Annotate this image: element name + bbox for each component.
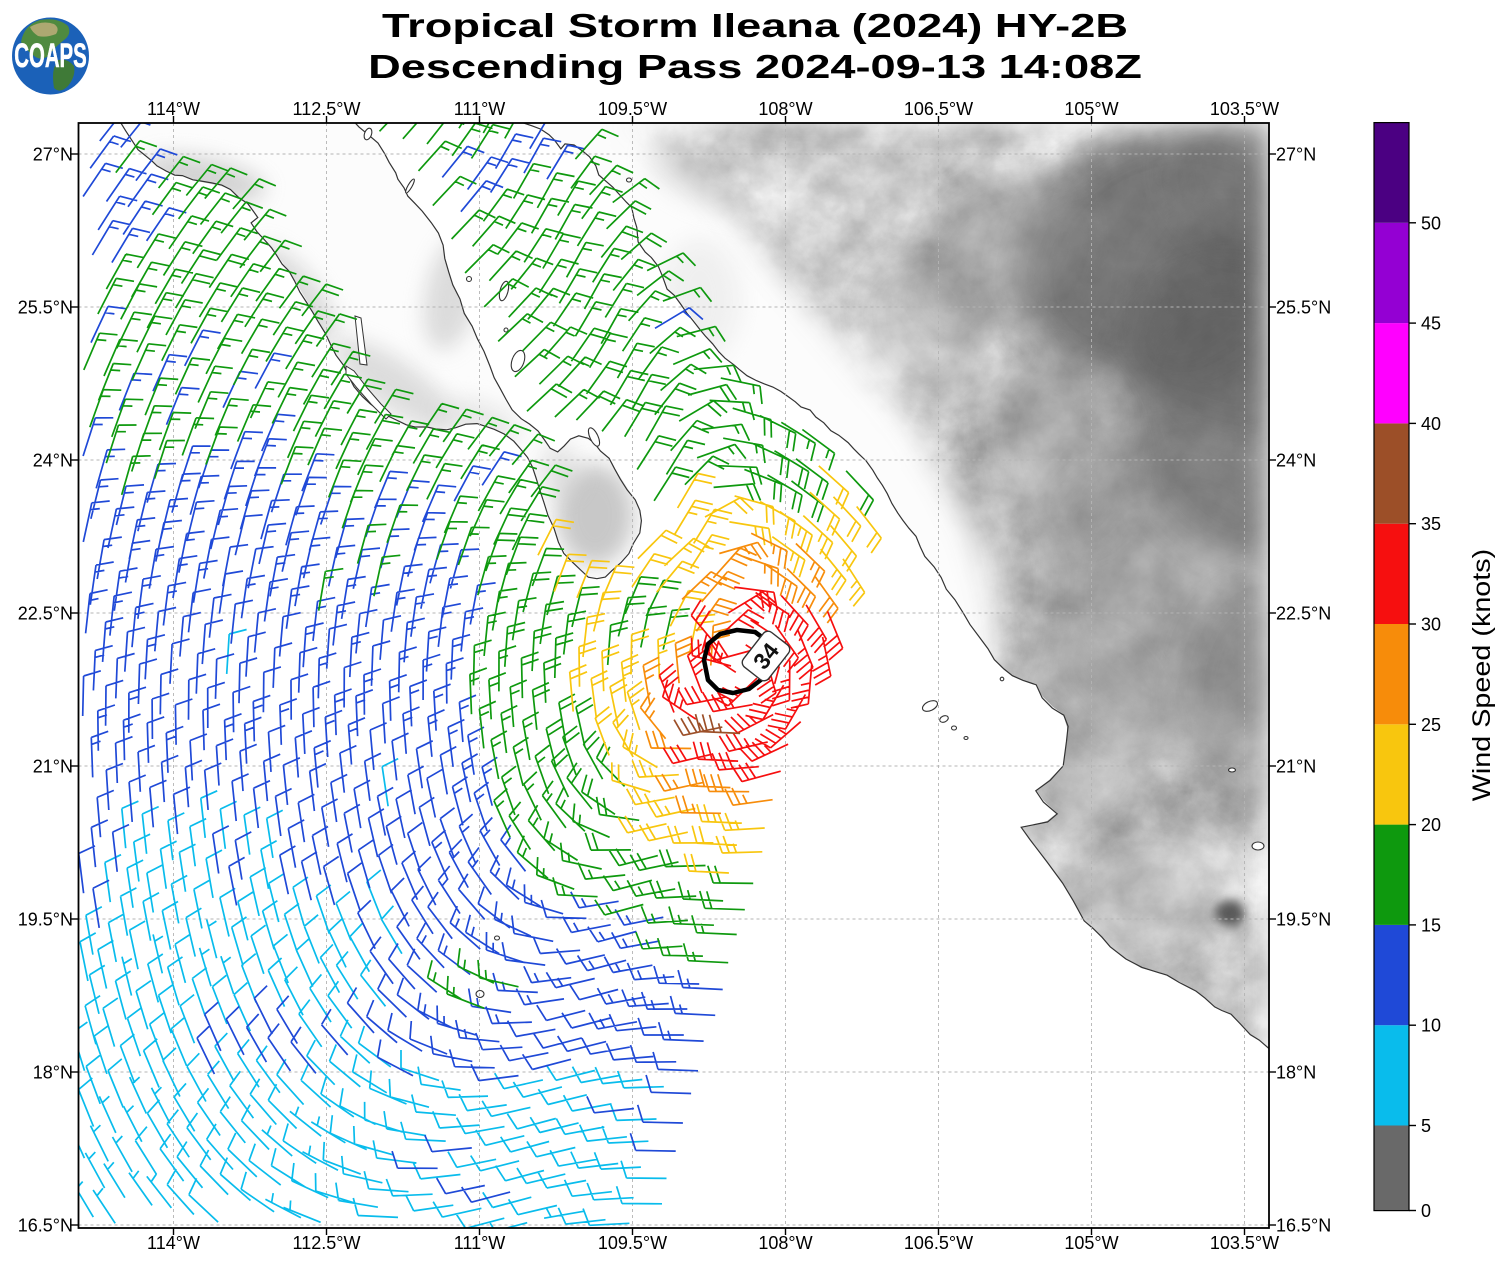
svg-text:112.5°W: 112.5°W	[293, 99, 361, 119]
svg-text:108°W: 108°W	[758, 1233, 812, 1253]
svg-text:106.5°W: 106.5°W	[904, 99, 973, 119]
svg-text:108°W: 108°W	[758, 99, 812, 119]
svg-text:27°N: 27°N	[1276, 145, 1316, 165]
svg-text:22.5°N: 22.5°N	[18, 604, 73, 624]
svg-text:109.5°W: 109.5°W	[598, 1233, 667, 1253]
svg-text:21°N: 21°N	[1276, 757, 1316, 777]
svg-text:5: 5	[1421, 1116, 1431, 1136]
svg-text:25.5°N: 25.5°N	[1276, 298, 1331, 318]
svg-text:109.5°W: 109.5°W	[598, 99, 667, 119]
svg-text:Tropical Storm Ileana (2024) H: Tropical Storm Ileana (2024) HY-2B	[382, 8, 1128, 45]
svg-text:21°N: 21°N	[33, 757, 73, 777]
svg-text:16.5°N: 16.5°N	[1276, 1216, 1331, 1236]
svg-text:114°W: 114°W	[147, 1233, 200, 1253]
svg-text:105°W: 105°W	[1064, 99, 1118, 119]
svg-text:COAPS: COAPS	[14, 37, 86, 75]
svg-text:16.5°N: 16.5°N	[18, 1216, 73, 1236]
svg-text:10: 10	[1421, 1016, 1441, 1036]
svg-text:103.5°W: 103.5°W	[1210, 99, 1279, 119]
svg-text:15: 15	[1421, 915, 1441, 935]
svg-text:19.5°N: 19.5°N	[1276, 910, 1331, 930]
svg-text:19.5°N: 19.5°N	[18, 910, 73, 930]
svg-text:106.5°W: 106.5°W	[904, 1233, 973, 1253]
svg-text:35: 35	[1421, 514, 1441, 534]
svg-text:50: 50	[1421, 213, 1441, 233]
svg-text:24°N: 24°N	[1276, 451, 1316, 471]
svg-text:40: 40	[1421, 414, 1441, 434]
svg-text:0: 0	[1421, 1201, 1431, 1221]
svg-text:18°N: 18°N	[33, 1063, 73, 1083]
svg-text:Descending Pass 2024-09-13 14:: Descending Pass 2024-09-13 14:08Z	[368, 49, 1142, 86]
svg-text:Wind Speed (knots): Wind Speed (knots)	[1468, 549, 1496, 801]
svg-text:20: 20	[1421, 815, 1441, 835]
svg-text:103.5°W: 103.5°W	[1210, 1233, 1279, 1253]
svg-text:25.5°N: 25.5°N	[18, 298, 73, 318]
svg-text:30: 30	[1421, 615, 1441, 635]
svg-text:105°W: 105°W	[1064, 1233, 1118, 1253]
svg-text:25: 25	[1421, 715, 1441, 735]
svg-text:112.5°W: 112.5°W	[293, 1233, 361, 1253]
svg-text:114°W: 114°W	[147, 99, 200, 119]
svg-text:45: 45	[1421, 314, 1441, 334]
svg-text:111°W: 111°W	[454, 99, 506, 119]
svg-text:22.5°N: 22.5°N	[1276, 604, 1331, 624]
svg-text:111°W: 111°W	[454, 1233, 506, 1253]
svg-text:18°N: 18°N	[1276, 1063, 1316, 1083]
svg-text:24°N: 24°N	[33, 451, 73, 471]
svg-text:27°N: 27°N	[33, 145, 73, 165]
